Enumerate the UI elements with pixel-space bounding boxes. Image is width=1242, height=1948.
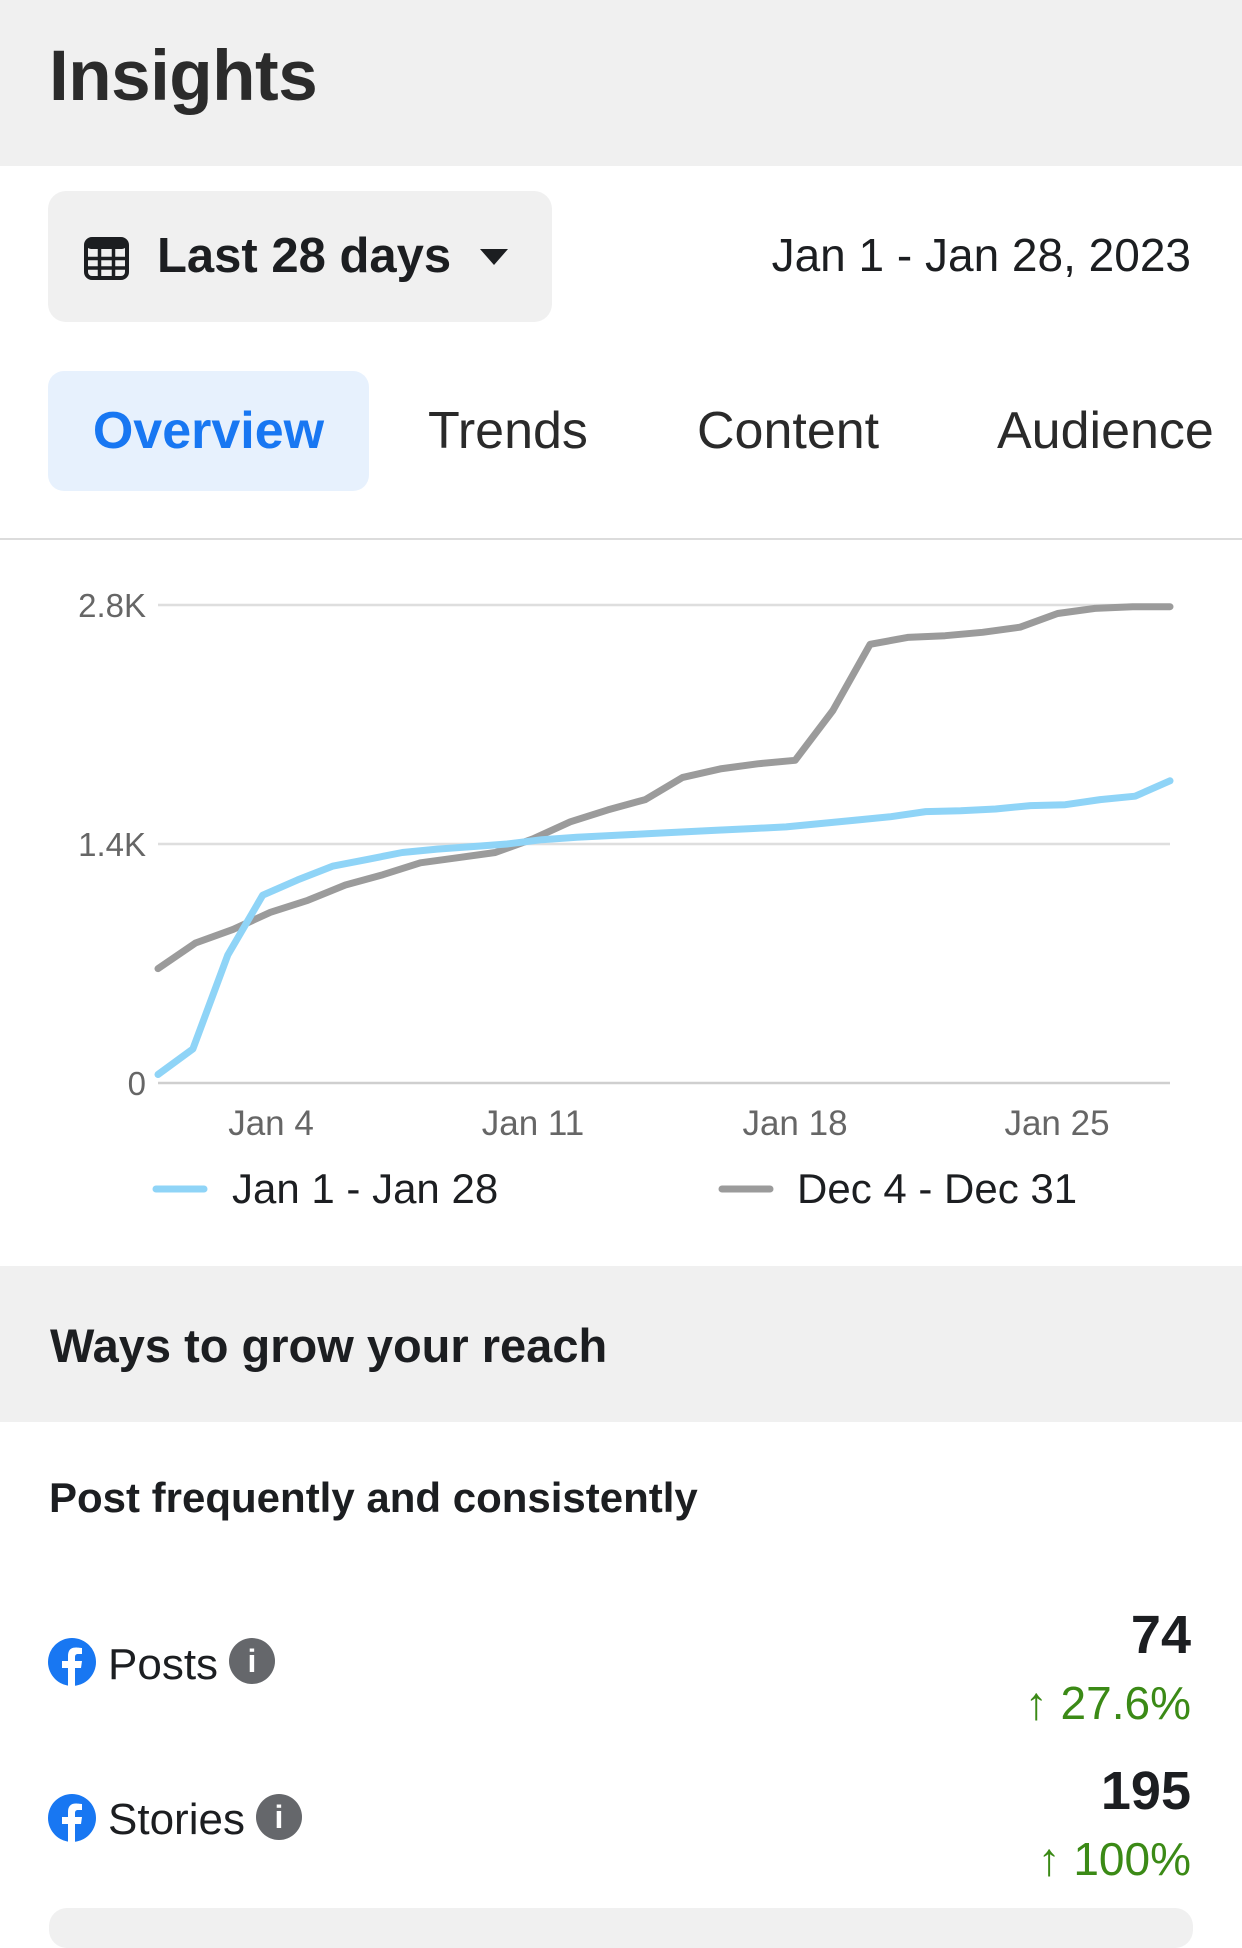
info-icon[interactable]: i [229,1638,275,1684]
x-tick-label: Jan 25 [1004,1104,1109,1143]
tab-trends[interactable]: Trends [428,402,588,460]
x-tick-label: Jan 4 [228,1104,314,1143]
tab-content[interactable]: Content [697,402,880,460]
y-tick-label: 1.4K [78,826,146,863]
date-range-text: Jan 1 - Jan 28, 2023 [771,229,1191,281]
posts-label: Posts [108,1640,219,1689]
calendar-icon [84,237,129,280]
y-axis-ticks: 0 1.4K 2.8K [78,587,146,1102]
posts-delta: ↑ 27.6% [1024,1677,1191,1729]
info-icon[interactable]: i [256,1794,302,1840]
x-tick-label: Jan 11 [482,1104,585,1143]
chart-gridlines [158,603,1170,1085]
stories-delta: ↑ 100% [1037,1833,1191,1885]
series-line-1 [154,603,1174,973]
chart-legend: Jan 1 - Jan 28 Dec 4 - Dec 31 [152,1165,1077,1212]
page-title: Insights [49,37,318,116]
tabs-divider [0,538,1242,540]
date-filter-label[interactable]: Last 28 days [157,229,452,283]
facebook-icon [48,1794,96,1842]
stories-value: 195 [1100,1761,1191,1821]
series-line-0 [154,777,1174,1078]
y-tick-label: 2.8K [78,587,146,624]
y-tick-label: 0 [128,1065,146,1102]
posts-value: 74 [1130,1605,1191,1665]
header-bar [0,0,1242,166]
legend-label: Dec 4 - Dec 31 [797,1165,1077,1212]
reach-line-chart: 0 1.4K 2.8K Jan 4 Jan 11 Jan 18 Jan 25 Jan 1 … [78,587,1174,1212]
chart-series [154,603,1174,1078]
chevron-down-icon[interactable] [480,249,508,265]
facebook-icon [48,1638,96,1686]
section-subtitle: Post frequently and consistently [49,1474,698,1521]
tab-overview[interactable]: Overview [48,371,369,491]
tab-audience[interactable]: Audience [997,402,1214,460]
x-axis-ticks: Jan 4 Jan 11 Jan 18 Jan 25 [228,1104,1109,1143]
legend-label: Jan 1 - Jan 28 [232,1165,498,1212]
x-tick-label: Jan 18 [742,1104,847,1143]
date-filter-button[interactable] [48,191,552,322]
section-title: Ways to grow your reach [50,1319,608,1372]
section-header [0,1266,1242,1422]
next-card [49,1908,1193,1948]
stories-label: Stories [108,1795,245,1844]
